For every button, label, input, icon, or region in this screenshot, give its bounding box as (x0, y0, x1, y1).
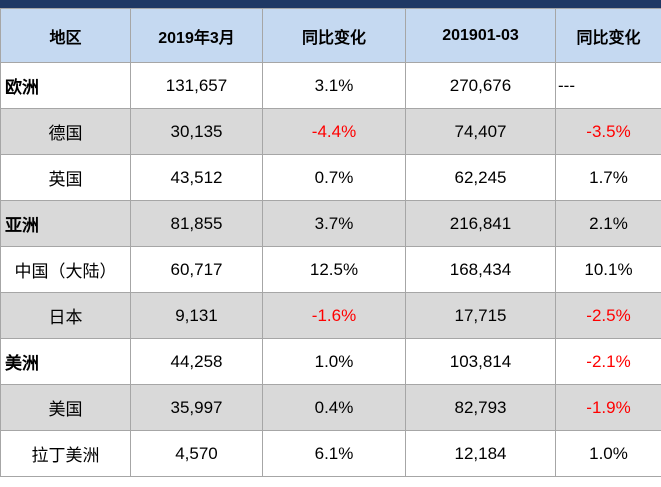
value-cell: 12.5% (262, 246, 406, 293)
column-header-region: 地区 (0, 8, 131, 63)
value-cell: 81,855 (130, 200, 263, 247)
table-row: 英国 43,512 0.7% 62,245 1.7% (0, 154, 661, 201)
table-row: 日本 9,131 -1.6% 17,715 -2.5% (0, 292, 661, 339)
title-band (0, 0, 661, 8)
value-cell: -2.5% (555, 292, 661, 339)
country-cell: 德国 (0, 108, 131, 155)
country-cell: 中国（大陆） (0, 246, 131, 293)
country-cell: 美国 (0, 384, 131, 431)
value-cell: 62,245 (405, 154, 556, 201)
value-cell: -1.9% (555, 384, 661, 431)
value-cell: 168,434 (405, 246, 556, 293)
header-row: 地区 2019年3月 同比变化 201901-03 同比变化 (0, 8, 661, 63)
table-body: 欧洲 131,657 3.1% 270,676 --- 德国 30,135 -4.4% 74,4… (0, 62, 661, 477)
table-row: 欧洲 131,657 3.1% 270,676 --- (0, 62, 661, 109)
table-row: 美国 35,997 0.4% 82,793 -1.9% (0, 384, 661, 431)
table-row: 亚洲 81,855 3.7% 216,841 2.1% (0, 200, 661, 247)
column-header-yoy-jan-mar: 同比变化 (555, 8, 661, 63)
value-cell: 60,717 (130, 246, 263, 293)
value-cell: 9,131 (130, 292, 263, 339)
value-cell: 270,676 (405, 62, 556, 109)
region-cell: 美洲 (0, 338, 131, 385)
value-cell: 12,184 (405, 430, 556, 477)
value-cell: 0.4% (262, 384, 406, 431)
value-cell: 131,657 (130, 62, 263, 109)
country-cell: 英国 (0, 154, 131, 201)
value-cell: 1.7% (555, 154, 661, 201)
region-cell: 亚洲 (0, 200, 131, 247)
value-cell: 1.0% (262, 338, 406, 385)
value-cell: 30,135 (130, 108, 263, 155)
value-cell: 103,814 (405, 338, 556, 385)
column-header-march-2019: 2019年3月 (130, 8, 263, 63)
column-header-yoy-march: 同比变化 (262, 8, 406, 63)
value-cell: 44,258 (130, 338, 263, 385)
country-cell: 日本 (0, 292, 131, 339)
value-cell: 43,512 (130, 154, 263, 201)
sales-table: 地区 2019年3月 同比变化 201901-03 同比变化 欧洲 131,657 3.1%… (0, 8, 661, 477)
value-cell: 216,841 (405, 200, 556, 247)
table-row: 美洲 44,258 1.0% 103,814 -2.1% (0, 338, 661, 385)
value-cell: 74,407 (405, 108, 556, 155)
table-row: 中国（大陆） 60,717 12.5% 168,434 10.1% (0, 246, 661, 293)
value-cell: -3.5% (555, 108, 661, 155)
table-row: 德国 30,135 -4.4% 74,407 -3.5% (0, 108, 661, 155)
value-cell: 1.0% (555, 430, 661, 477)
value-cell: -1.6% (262, 292, 406, 339)
value-cell: 3.7% (262, 200, 406, 247)
value-cell: --- (555, 62, 661, 109)
value-cell: 17,715 (405, 292, 556, 339)
value-cell: -2.1% (555, 338, 661, 385)
value-cell: 2.1% (555, 200, 661, 247)
value-cell: 4,570 (130, 430, 263, 477)
value-cell: 0.7% (262, 154, 406, 201)
value-cell: 3.1% (262, 62, 406, 109)
value-cell: 10.1% (555, 246, 661, 293)
region-cell: 欧洲 (0, 62, 131, 109)
value-cell: 6.1% (262, 430, 406, 477)
country-cell: 拉丁美洲 (0, 430, 131, 477)
value-cell: 35,997 (130, 384, 263, 431)
column-header-jan-mar-2019: 201901-03 (405, 8, 556, 63)
value-cell: 82,793 (405, 384, 556, 431)
value-cell: -4.4% (262, 108, 406, 155)
table-row: 拉丁美洲 4,570 6.1% 12,184 1.0% (0, 430, 661, 477)
